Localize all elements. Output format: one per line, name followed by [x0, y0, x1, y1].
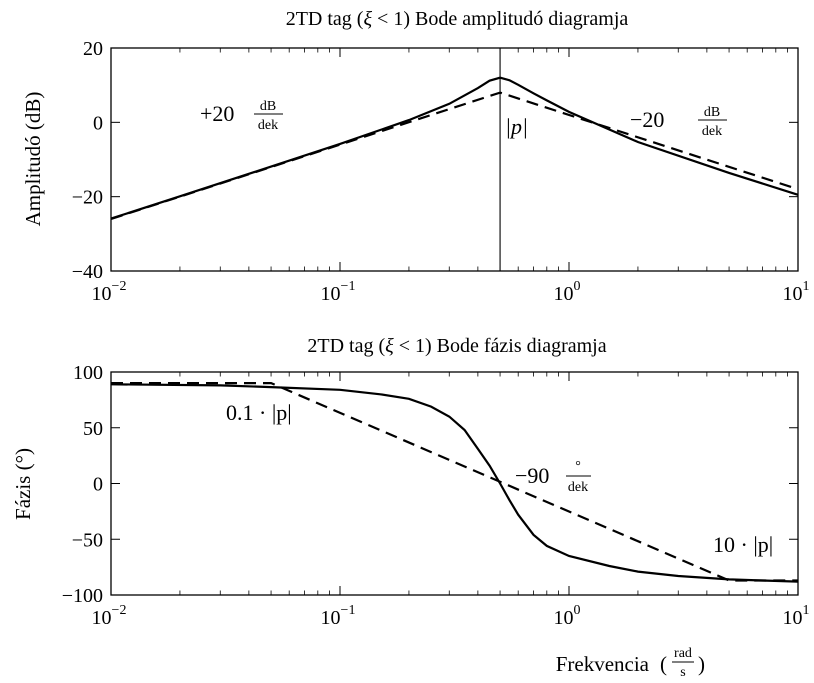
amplitude-plot-area	[110, 48, 799, 271]
amplitude-ytick-label: 20	[83, 38, 103, 60]
svg-text:dB: dB	[704, 105, 720, 120]
phase-ytick-label: −50	[72, 529, 103, 551]
svg-text:(: (	[660, 652, 667, 676]
phase-title: 2TD tag (ξ < 1) Bode fázis diagramja	[307, 335, 606, 357]
phase-ytick-label: −100	[62, 585, 103, 607]
phase-xtick-label: 10−2	[92, 603, 127, 629]
annotation-plus20-slope: +20 dB dek	[200, 99, 283, 133]
svg-text:°: °	[575, 459, 581, 474]
svg-text:): )	[698, 652, 705, 676]
amplitude-xtick-label: 100	[554, 279, 581, 305]
svg-text:−20: −20	[630, 107, 664, 132]
phase-ytick-label: 50	[83, 418, 103, 440]
svg-text:s: s	[680, 665, 685, 680]
amplitude-ytick-label: 0	[93, 112, 103, 134]
amplitude-axes-frame	[110, 47, 799, 272]
phase-ylabel: Fázis (°)	[11, 448, 35, 520]
svg-text:dek: dek	[258, 118, 278, 133]
svg-text:−90: −90	[515, 463, 549, 488]
svg-text:dek: dek	[568, 480, 588, 495]
amplitude-ytick-label: −40	[72, 261, 103, 283]
phase-ytick-label: 100	[73, 362, 103, 384]
svg-text:rad: rad	[674, 646, 692, 661]
phase-xtick-label: 101	[783, 603, 810, 629]
amplitude-series-solid	[110, 76, 799, 220]
svg-text:+20: +20	[200, 101, 234, 126]
amplitude-ytick-label: −20	[72, 187, 103, 209]
annotation-minus90-slope: −90 ° dek	[515, 459, 591, 495]
phase-series-dashed	[111, 382, 798, 582]
phase-ytick-label: 0	[93, 474, 103, 496]
amplitude-xtick-label: 10−1	[321, 279, 356, 305]
annotation-minus20-slope: −20 dB dek	[630, 105, 727, 139]
svg-text:dB: dB	[260, 99, 276, 114]
phase-xlabel: Frekvencia ( rad s )	[556, 646, 705, 680]
svg-text:dek: dek	[702, 124, 722, 139]
amplitude-ylabel: Amplitudó (dB)	[21, 92, 45, 227]
annotation-low-breakpoint: 0.1 · |p|	[226, 400, 292, 425]
amplitude-xtick-label: 10−2	[92, 279, 127, 305]
amplitude-title: 2TD tag (ξ < 1) Bode amplitudó diagramja	[286, 8, 629, 30]
svg-text:Frekvencia: Frekvencia	[556, 652, 650, 676]
phase-plot-area	[110, 382, 799, 583]
amplitude-plot: 2TD tag (ξ < 1) Bode amplitudó diagramja…	[21, 8, 810, 305]
phase-plot: 2TD tag (ξ < 1) Bode fázis diagramja 10−…	[11, 335, 810, 680]
annotation-high-breakpoint: 10 · |p|	[713, 532, 773, 557]
amplitude-xtick-label: 101	[783, 279, 810, 305]
phase-series-solid	[110, 383, 799, 583]
phase-axes-frame	[110, 371, 799, 596]
annotation-pole-magnitude: |p|	[505, 114, 528, 139]
amplitude-ticks: 10−2 10−1 100 101 20 0 −20 −40	[72, 38, 810, 305]
phase-xtick-label: 100	[554, 603, 581, 629]
phase-xtick-label: 10−1	[321, 603, 356, 629]
phase-ticks: 10−2 10−1 100 101 100 50 0 −50 −100	[62, 362, 810, 629]
